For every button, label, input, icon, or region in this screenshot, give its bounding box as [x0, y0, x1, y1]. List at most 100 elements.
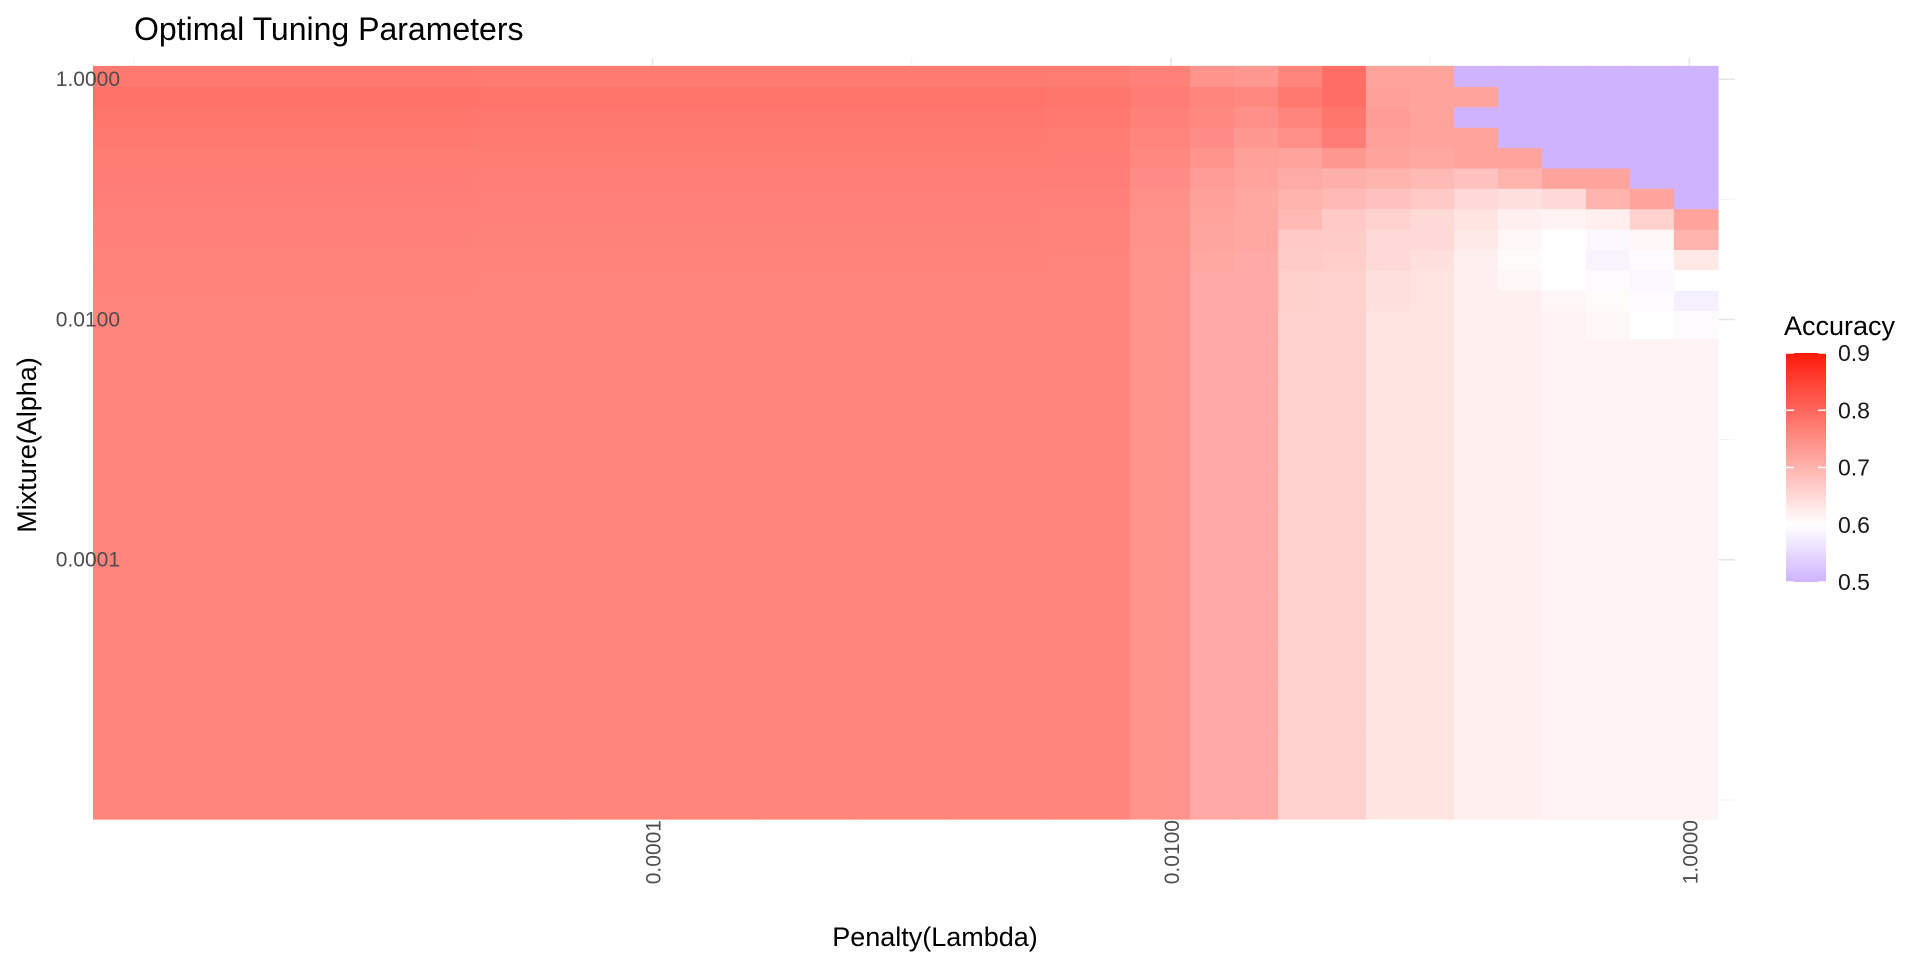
- heatmap-cell: [378, 269, 475, 291]
- heatmap-cell: [853, 310, 950, 340]
- heatmap-cell: [1278, 127, 1323, 149]
- heatmap-cell: [92, 208, 189, 230]
- heatmap-cell: [92, 65, 189, 87]
- heatmap-cell: [948, 310, 1045, 340]
- heatmap-cell: [1365, 188, 1411, 210]
- heatmap-cell: [1233, 378, 1279, 423]
- legend-tick-label: 0.9: [1838, 340, 1870, 366]
- heatmap-cell: [663, 598, 760, 644]
- heatmap-cell: [1190, 642, 1235, 688]
- heatmap-cell: [1043, 422, 1131, 467]
- heatmap-cell: [188, 167, 284, 189]
- heatmap-cell: [1410, 127, 1455, 149]
- heatmap-cell: [473, 249, 570, 271]
- y-tick-label: 0.0100: [56, 308, 120, 331]
- heatmap-cell: [1497, 310, 1543, 340]
- y-axis-title: Mixture(Alpha): [12, 357, 42, 533]
- heatmap-cell: [92, 338, 189, 379]
- heatmap-cell: [1365, 65, 1411, 87]
- heatmap-cell: [1497, 422, 1543, 467]
- heatmap-cell: [188, 188, 284, 210]
- heatmap-cell: [1585, 598, 1631, 644]
- heatmap-cell: [1629, 290, 1675, 312]
- heatmap-cell: [1365, 208, 1411, 230]
- heatmap-cell: [1365, 310, 1411, 340]
- heatmap-cell: [473, 188, 570, 210]
- heatmap-cell: [473, 310, 570, 340]
- heatmap-cell: [473, 378, 570, 423]
- heatmap-cell: [948, 188, 1045, 210]
- heatmap-cell: [283, 774, 380, 820]
- heatmap-cell: [378, 422, 475, 467]
- heatmap-cell: [1233, 510, 1279, 555]
- heatmap-cell: [759, 106, 855, 128]
- heatmap-cell: [948, 466, 1045, 511]
- heatmap-cell: [1454, 229, 1499, 251]
- legend-tick-label: 0.7: [1838, 455, 1870, 481]
- heatmap-cell: [378, 65, 475, 87]
- legend-title: Accuracy: [1784, 311, 1896, 341]
- heatmap-cell: [759, 422, 855, 467]
- heatmap-cell: [1629, 147, 1675, 169]
- heatmap-cell: [948, 686, 1045, 732]
- heatmap-cell: [1454, 554, 1499, 600]
- heatmap-cell: [1541, 86, 1587, 108]
- heatmap-cell: [568, 642, 665, 688]
- heatmap-cell: [1454, 466, 1499, 511]
- heatmap-cell: [663, 229, 760, 251]
- heatmap-cell: [853, 510, 950, 555]
- heatmap-cell: [1410, 290, 1455, 312]
- heatmap-cell: [1233, 686, 1279, 732]
- heatmap-cell: [1454, 188, 1499, 210]
- heatmap-cell: [663, 338, 760, 379]
- heatmap-cell: [1497, 86, 1543, 108]
- heatmap-cell: [1322, 188, 1367, 210]
- heatmap-cell: [853, 147, 950, 169]
- heatmap-cell: [1454, 310, 1499, 340]
- heatmap-cell: [473, 338, 570, 379]
- heatmap-cell: [1585, 127, 1631, 149]
- heatmap-cell: [1365, 269, 1411, 291]
- heatmap-cell: [948, 229, 1045, 251]
- heatmap-cell: [853, 598, 950, 644]
- heatmap-cell: [1541, 774, 1587, 820]
- heatmap-cell: [663, 378, 760, 423]
- heatmap-cell: [853, 65, 950, 87]
- heatmap-cell: [1497, 730, 1543, 776]
- heatmap-cell: [1365, 730, 1411, 776]
- heatmap-cell: [568, 65, 665, 87]
- x-tick-label: 0.0001: [642, 820, 665, 884]
- heatmap-cell: [1278, 422, 1323, 467]
- heatmap-cell: [1585, 249, 1631, 271]
- heatmap-cell: [759, 510, 855, 555]
- heatmap-cell: [1278, 554, 1323, 600]
- heatmap-cell: [1129, 188, 1191, 210]
- heatmap-cell: [1278, 188, 1323, 210]
- heatmap-cell: [1190, 686, 1235, 732]
- heatmap-cell: [1673, 310, 1719, 340]
- heatmap-cell: [1043, 730, 1131, 776]
- heatmap-cell: [283, 188, 380, 210]
- heatmap-cell: [378, 167, 475, 189]
- heatmap-cell: [948, 127, 1045, 149]
- heatmap-cell: [663, 188, 760, 210]
- heatmap-cell: [1322, 554, 1367, 600]
- heatmap-cell: [378, 730, 475, 776]
- heatmap-cell: [1129, 65, 1191, 87]
- heatmap-cell: [759, 269, 855, 291]
- heatmap-cell: [1190, 147, 1235, 169]
- heatmap-cell: [853, 338, 950, 379]
- heatmap-cell: [1673, 642, 1719, 688]
- y-tick-label: 1.0000: [56, 68, 120, 91]
- heatmap-cell: [568, 510, 665, 555]
- heatmap-cell: [1190, 378, 1235, 423]
- heatmap-cell: [1541, 642, 1587, 688]
- heatmap-cell: [663, 422, 760, 467]
- heatmap-cell: [188, 208, 284, 230]
- heatmap-cell: [92, 774, 189, 820]
- heatmap-cell: [759, 466, 855, 511]
- heatmap-cell: [1043, 598, 1131, 644]
- heatmap-cell: [188, 127, 284, 149]
- heatmap-cell: [1454, 422, 1499, 467]
- heatmap-cell: [1585, 554, 1631, 600]
